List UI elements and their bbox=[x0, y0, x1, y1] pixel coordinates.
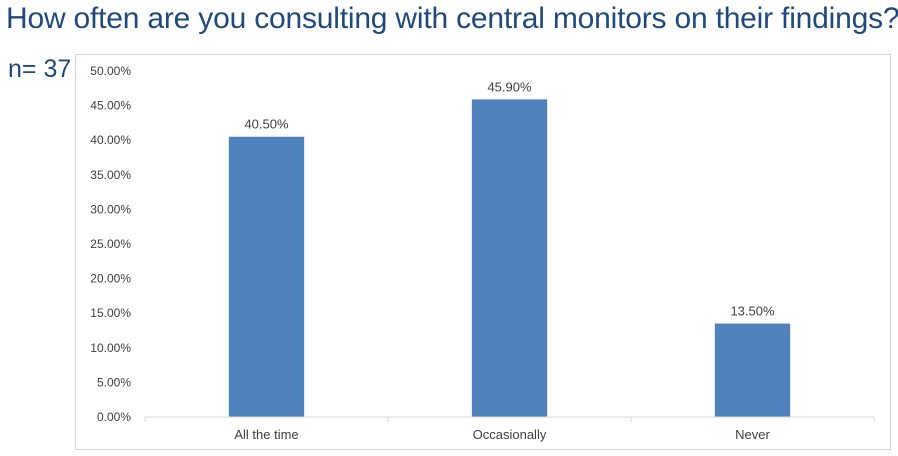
x-category-label: All the time bbox=[234, 427, 298, 442]
bar-all-the-time bbox=[228, 136, 305, 417]
bar-never bbox=[714, 323, 791, 417]
bar-occasionally bbox=[471, 99, 548, 417]
y-tick-label: 0.00% bbox=[97, 410, 131, 424]
x-axis bbox=[144, 416, 875, 422]
y-tick-label: 40.00% bbox=[90, 133, 131, 147]
y-tick-label: 30.00% bbox=[90, 202, 131, 216]
data-label: 40.50% bbox=[244, 117, 289, 132]
slide-title: How often are you consulting with centra… bbox=[6, 2, 898, 35]
x-category-label: Occasionally bbox=[473, 427, 547, 442]
y-tick-label: 45.00% bbox=[90, 99, 131, 113]
y-tick-label: 10.00% bbox=[90, 341, 131, 355]
sample-size-label: n= 37 bbox=[8, 55, 72, 83]
y-tick-label: 15.00% bbox=[90, 306, 131, 320]
x-category-label: Never bbox=[735, 427, 770, 442]
y-axis-labels: 0.00% 5.00% 10.00% 15.00% 20.00% 25.00% 30.00%… bbox=[90, 64, 131, 424]
y-tick-label: 25.00% bbox=[90, 237, 131, 251]
y-tick-label: 5.00% bbox=[97, 375, 131, 389]
x-axis-labels: All the time Occasionally Never bbox=[234, 427, 770, 442]
bars bbox=[228, 99, 791, 417]
data-label: 45.90% bbox=[487, 79, 532, 94]
data-labels: 40.50% 45.90% 13.50% bbox=[244, 79, 775, 318]
y-tick-label: 35.00% bbox=[90, 168, 131, 182]
y-tick-label: 50.00% bbox=[90, 64, 131, 78]
data-label: 13.50% bbox=[730, 304, 775, 319]
bar-chart: 0.00% 5.00% 10.00% 15.00% 20.00% 25.00% 30.00%… bbox=[90, 64, 875, 442]
y-tick-label: 20.00% bbox=[90, 272, 131, 286]
chart-frame: 0.00% 5.00% 10.00% 15.00% 20.00% 25.00% 30.00%… bbox=[75, 54, 891, 450]
